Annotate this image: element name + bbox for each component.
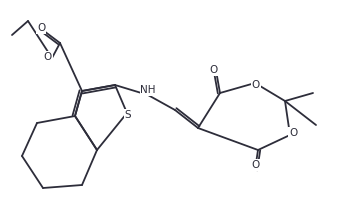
Text: O: O	[289, 128, 297, 138]
Text: O: O	[252, 80, 260, 90]
Text: NH: NH	[140, 85, 156, 95]
Text: S: S	[125, 110, 131, 120]
Text: O: O	[37, 23, 45, 33]
Text: O: O	[209, 65, 217, 75]
Text: O: O	[252, 160, 260, 170]
Text: O: O	[44, 52, 52, 62]
